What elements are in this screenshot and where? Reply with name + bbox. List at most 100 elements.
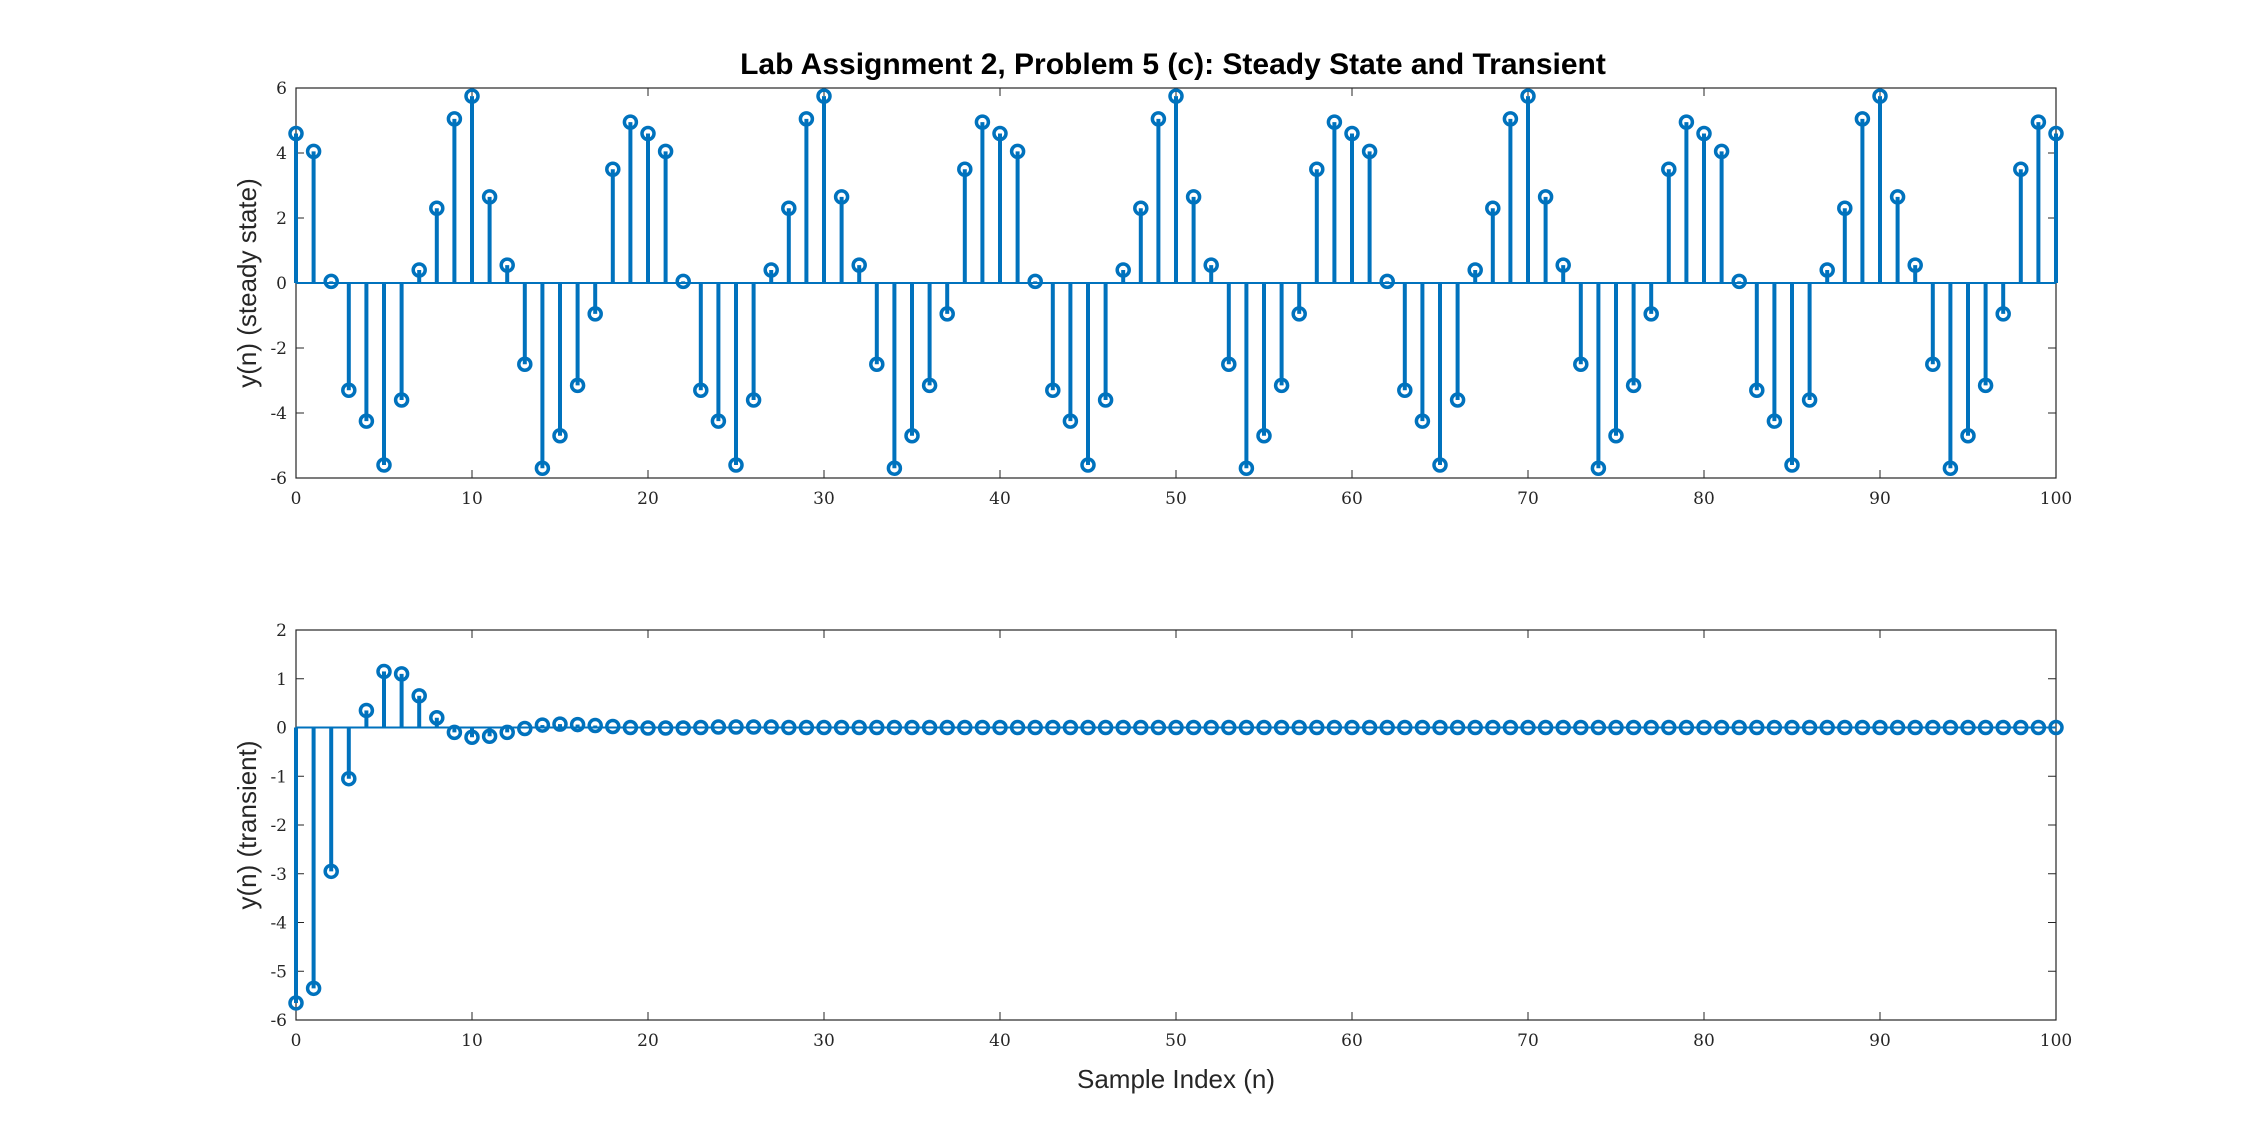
stem-marker	[1133, 719, 1149, 736]
stem-marker	[939, 306, 955, 322]
stem-marker	[552, 428, 568, 444]
stem-marker	[481, 189, 498, 205]
stem-marker	[1872, 88, 1888, 104]
stem-marker	[1221, 719, 1237, 736]
stem-marker	[904, 719, 920, 736]
x-tick-label: 20	[637, 1031, 659, 1051]
stem-marker	[1696, 125, 1712, 142]
x-tick-label: 60	[1341, 489, 1363, 509]
stem-marker	[939, 719, 955, 736]
stem-marker	[1238, 719, 1255, 736]
stem-marker	[1115, 719, 1131, 736]
y-tick-label: -1	[270, 767, 287, 787]
stem-marker	[1168, 719, 1184, 736]
stem-marker	[781, 200, 797, 216]
stem-marker	[1713, 719, 1730, 736]
stem-marker	[1854, 111, 1871, 127]
stem-marker	[1045, 382, 1061, 398]
stem-marker	[1942, 460, 1959, 476]
stem-marker	[1573, 356, 1589, 372]
x-tick-label: 20	[637, 489, 659, 509]
stem-marker	[1097, 392, 1114, 408]
stem-marker	[1502, 111, 1519, 127]
stem-marker	[1027, 273, 1043, 290]
stem-marker	[1837, 200, 1853, 216]
stem-marker	[1573, 719, 1589, 736]
stem-marker	[1273, 719, 1290, 736]
stem-marker	[974, 114, 991, 130]
stem-marker	[1502, 719, 1519, 736]
stem-marker	[2030, 114, 2047, 130]
y-tick-label: 4	[276, 144, 287, 164]
stem-marker	[569, 716, 586, 733]
stem-marker	[1097, 719, 1114, 736]
stem-marker	[605, 718, 621, 735]
stem-marker	[1678, 114, 1695, 130]
stem-marker	[1467, 719, 1483, 736]
stem-marker	[2030, 719, 2047, 736]
stem-marker	[763, 719, 779, 735]
x-tick-label: 0	[291, 1031, 302, 1051]
stem-marker	[1379, 273, 1395, 290]
stem-marker	[1801, 392, 1818, 408]
stem-marker	[464, 729, 480, 745]
y-axis-label: y(n) (steady state)	[232, 178, 262, 388]
stem-marker	[1485, 719, 1501, 736]
y-axis-label: y(n) (transient)	[232, 740, 262, 909]
stem-marker	[1625, 377, 1642, 394]
stem-marker	[1326, 719, 1343, 736]
stem-marker	[921, 719, 938, 736]
stem-marker	[957, 719, 973, 736]
stem-marker	[2048, 719, 2064, 736]
stem-marker	[1361, 143, 1378, 160]
x-tick-label: 0	[291, 489, 302, 509]
stem-marker	[411, 262, 427, 278]
stem-marker	[816, 88, 832, 104]
stem-marker	[798, 111, 815, 127]
stem-marker	[1397, 382, 1413, 398]
stem-marker	[1907, 257, 1923, 273]
stem-marker	[1432, 719, 1448, 736]
stem-marker	[798, 719, 815, 736]
stem-marker	[921, 377, 938, 394]
stem-marker	[1608, 719, 1624, 736]
stem-marker	[341, 770, 357, 787]
stem-marker	[816, 719, 832, 736]
stem-marker	[1784, 457, 1800, 473]
stem-marker	[323, 273, 339, 290]
stem-marker	[288, 995, 304, 1011]
stem-marker	[1221, 356, 1237, 372]
x-axis-label: Sample Index (n)	[1077, 1064, 1275, 1094]
stem-marker	[1925, 719, 1941, 736]
stem-marker	[886, 460, 903, 476]
x-tick-label: 30	[813, 1031, 835, 1051]
stem-marker	[1432, 457, 1448, 473]
stem-marker	[869, 356, 885, 372]
stem-marker	[781, 719, 797, 736]
stem-marker	[745, 719, 762, 735]
stem-marker	[1080, 719, 1096, 736]
stem-marker	[693, 719, 709, 736]
x-tick-label: 50	[1165, 1031, 1187, 1051]
stem-marker	[358, 413, 375, 429]
stem-marker	[1889, 719, 1906, 736]
stem-marker	[1854, 719, 1871, 736]
stem-marker	[1661, 161, 1677, 177]
stem-marker	[429, 710, 445, 726]
y-tick-label: -6	[270, 1011, 287, 1031]
stem-marker	[1238, 460, 1255, 476]
stem-marker	[1942, 719, 1959, 736]
stem-marker	[605, 161, 621, 177]
stem-marker	[1062, 413, 1079, 429]
stem-marker	[1150, 111, 1167, 127]
stem-marker	[1925, 356, 1941, 372]
stem-marker	[2013, 719, 2029, 736]
stem-marker	[622, 719, 639, 736]
stem-marker	[957, 161, 973, 177]
stem-marker	[1801, 719, 1818, 736]
stem-marker	[1872, 719, 1888, 736]
stem-marker	[1344, 719, 1360, 736]
y-tick-label: -2	[270, 816, 287, 836]
stem-marker	[1062, 719, 1079, 736]
